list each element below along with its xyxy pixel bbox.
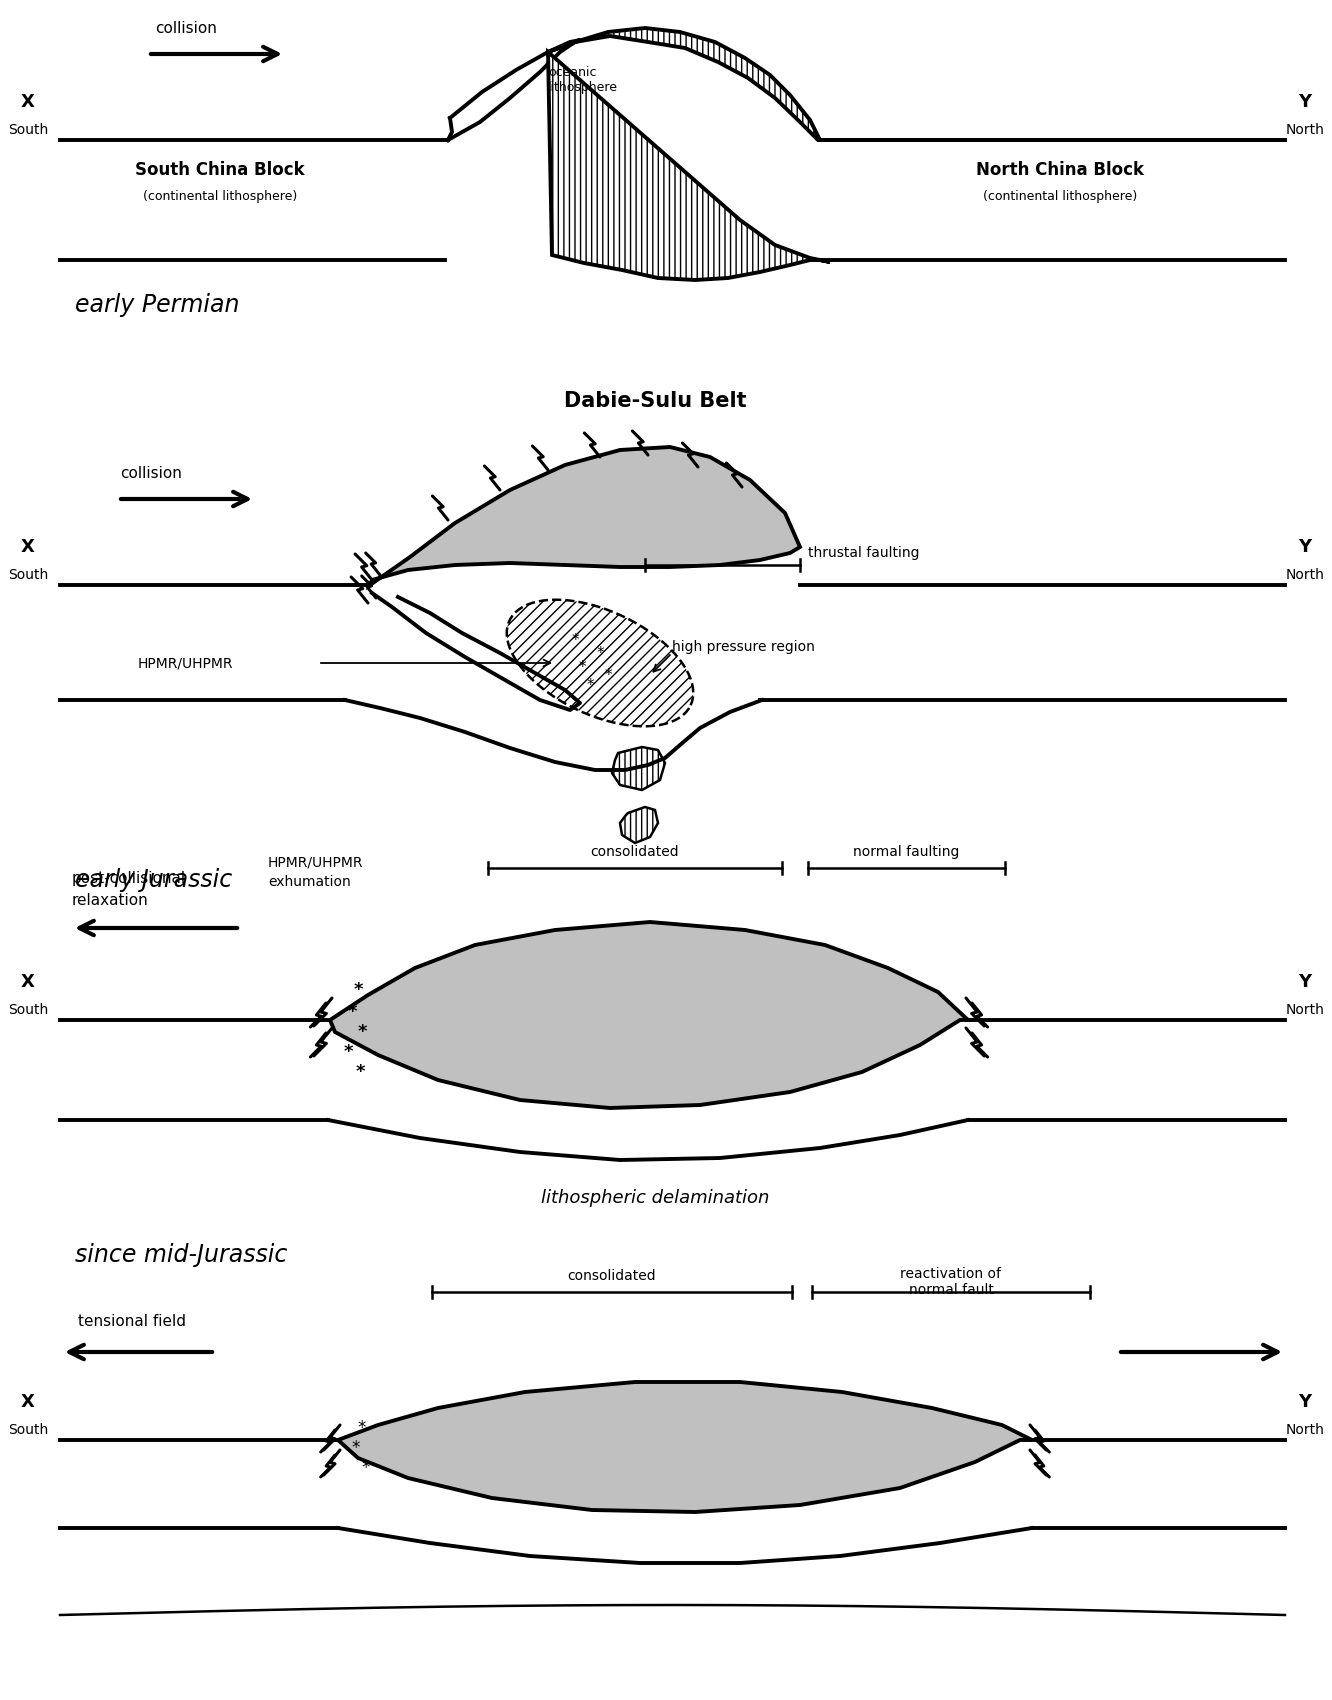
Text: South: South: [8, 568, 48, 581]
Text: Y: Y: [1299, 94, 1312, 110]
Text: lithospheric delamination: lithospheric delamination: [541, 1188, 769, 1207]
Text: Dabie-Sulu Belt: Dabie-Sulu Belt: [563, 391, 746, 411]
Text: (continental lithosphere): (continental lithosphere): [143, 190, 297, 202]
Text: since mid-Jurassic: since mid-Jurassic: [75, 1243, 288, 1266]
Text: *: *: [358, 1420, 366, 1436]
Text: X: X: [21, 537, 35, 556]
Text: early Permian: early Permian: [75, 292, 240, 316]
Polygon shape: [547, 53, 830, 280]
Text: consolidated: consolidated: [567, 1268, 657, 1284]
Polygon shape: [619, 808, 658, 843]
Text: tensional field: tensional field: [79, 1314, 186, 1329]
Text: South China Block: South China Block: [135, 162, 305, 178]
Text: South: South: [8, 1423, 48, 1436]
Text: reactivation of: reactivation of: [900, 1266, 1002, 1282]
Text: collision: collision: [120, 466, 182, 481]
Text: normal faulting: normal faulting: [854, 845, 959, 858]
Text: *: *: [586, 678, 594, 692]
Text: exhumation: exhumation: [268, 876, 350, 889]
Text: X: X: [21, 94, 35, 110]
Text: HPMR/UHPMR: HPMR/UHPMR: [139, 656, 233, 670]
Text: normal fault: normal fault: [908, 1284, 994, 1297]
Text: *: *: [344, 1044, 353, 1061]
Text: *: *: [597, 646, 603, 661]
Text: North China Block: North China Block: [976, 162, 1144, 178]
Polygon shape: [547, 27, 821, 139]
Text: early Jurassic: early Jurassic: [75, 869, 232, 893]
Text: *: *: [578, 660, 586, 675]
Text: *: *: [362, 1459, 370, 1477]
Text: relaxation: relaxation: [72, 892, 149, 908]
Text: HPMR/UHPMR: HPMR/UHPMR: [268, 855, 364, 869]
Text: oceanic
lithosphere: oceanic lithosphere: [547, 66, 618, 94]
Text: (continental lithosphere): (continental lithosphere): [983, 190, 1138, 202]
Text: *: *: [571, 632, 579, 648]
Text: North: North: [1285, 568, 1324, 581]
Text: Y: Y: [1299, 537, 1312, 556]
Text: *: *: [348, 1003, 357, 1022]
Text: consolidated: consolidated: [590, 845, 679, 858]
Polygon shape: [330, 921, 968, 1108]
Text: *: *: [352, 1438, 360, 1457]
Text: *: *: [357, 1023, 366, 1040]
Text: North: North: [1285, 1423, 1324, 1436]
Text: South: South: [8, 1003, 48, 1017]
Text: North: North: [1285, 1003, 1324, 1017]
Polygon shape: [370, 447, 801, 585]
Text: South: South: [8, 122, 48, 138]
Text: North: North: [1285, 122, 1324, 138]
Text: Y: Y: [1299, 1392, 1312, 1411]
Text: *: *: [356, 1062, 365, 1081]
Text: *: *: [353, 981, 362, 1000]
Text: post-collisional: post-collisional: [72, 870, 186, 886]
Polygon shape: [611, 746, 665, 790]
Text: *: *: [605, 668, 611, 682]
Text: X: X: [21, 1392, 35, 1411]
Text: collision: collision: [155, 20, 217, 36]
Text: thrustal faulting: thrustal faulting: [809, 546, 919, 559]
Text: Y: Y: [1299, 972, 1312, 991]
Text: X: X: [21, 972, 35, 991]
Polygon shape: [506, 600, 693, 726]
Polygon shape: [338, 1382, 1032, 1511]
Text: high pressure region: high pressure region: [673, 639, 815, 655]
